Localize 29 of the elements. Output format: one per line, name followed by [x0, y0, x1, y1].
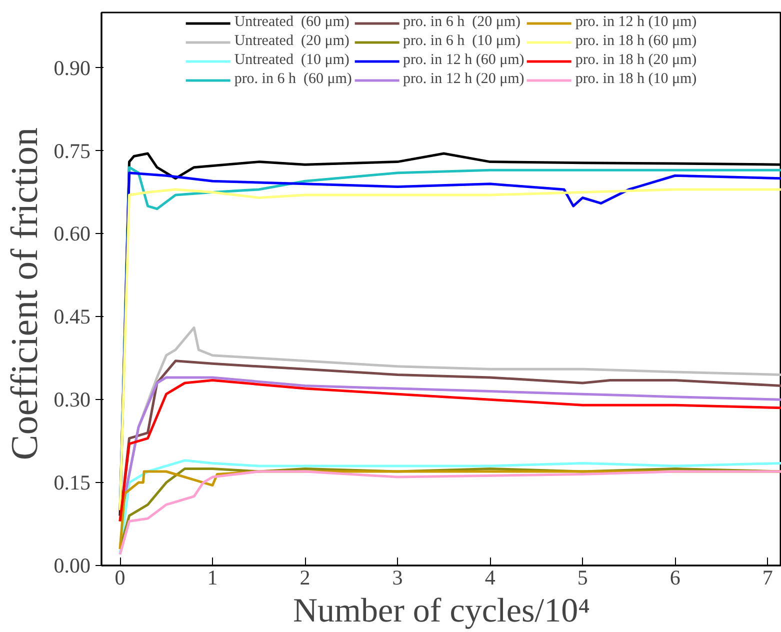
x-tick-label: 6 — [670, 566, 680, 590]
y-tick-label: 0.00 — [54, 554, 90, 578]
y-tick-label: 0.45 — [54, 304, 90, 329]
legend-label: Untreated (60 μm) — [234, 14, 350, 31]
y-tick-label: 0.15 — [54, 470, 90, 495]
x-tick-label: 2 — [300, 566, 310, 590]
x-axis-title: Number of cycles/10⁴ — [293, 592, 590, 630]
legend-label: pro. in 6 h (60 μm) — [234, 71, 352, 88]
x-tick-label: 5 — [577, 566, 588, 590]
legend-label: pro. in 12 h (60 μm) — [402, 52, 524, 69]
legend-label: pro. in 18 h (20 μm) — [575, 52, 697, 69]
legend-label: pro. in 12 h (20 μm) — [402, 71, 524, 88]
y-tick-label: 0.30 — [54, 388, 90, 412]
x-tick-label: 0 — [114, 566, 126, 590]
x-tick-label: 4 — [484, 566, 496, 590]
legend-label: pro. in 6 h (20 μm) — [402, 14, 521, 31]
x-tick-label: 1 — [207, 566, 218, 590]
y-tick-label: 0.60 — [54, 222, 90, 246]
legend-label: pro. in 18 h (60 μm) — [575, 33, 697, 50]
x-tick-label: 7 — [762, 566, 773, 590]
legend-label: Untreated (20 μm) — [234, 33, 350, 50]
legend-label: pro. in 12 h (10 μm) — [575, 14, 697, 31]
x-tick-label: 3 — [392, 566, 403, 590]
y-tick-label: 0.75 — [54, 138, 90, 163]
y-tick-label: 0.90 — [54, 56, 90, 80]
legend-label: Untreated (10 μm) — [234, 52, 350, 69]
legend-label: pro. in 6 h (10 μm) — [402, 33, 521, 50]
legend-label: pro. in 18 h (10 μm) — [575, 71, 697, 88]
y-axis-title: Coefficient of friction — [4, 127, 46, 460]
